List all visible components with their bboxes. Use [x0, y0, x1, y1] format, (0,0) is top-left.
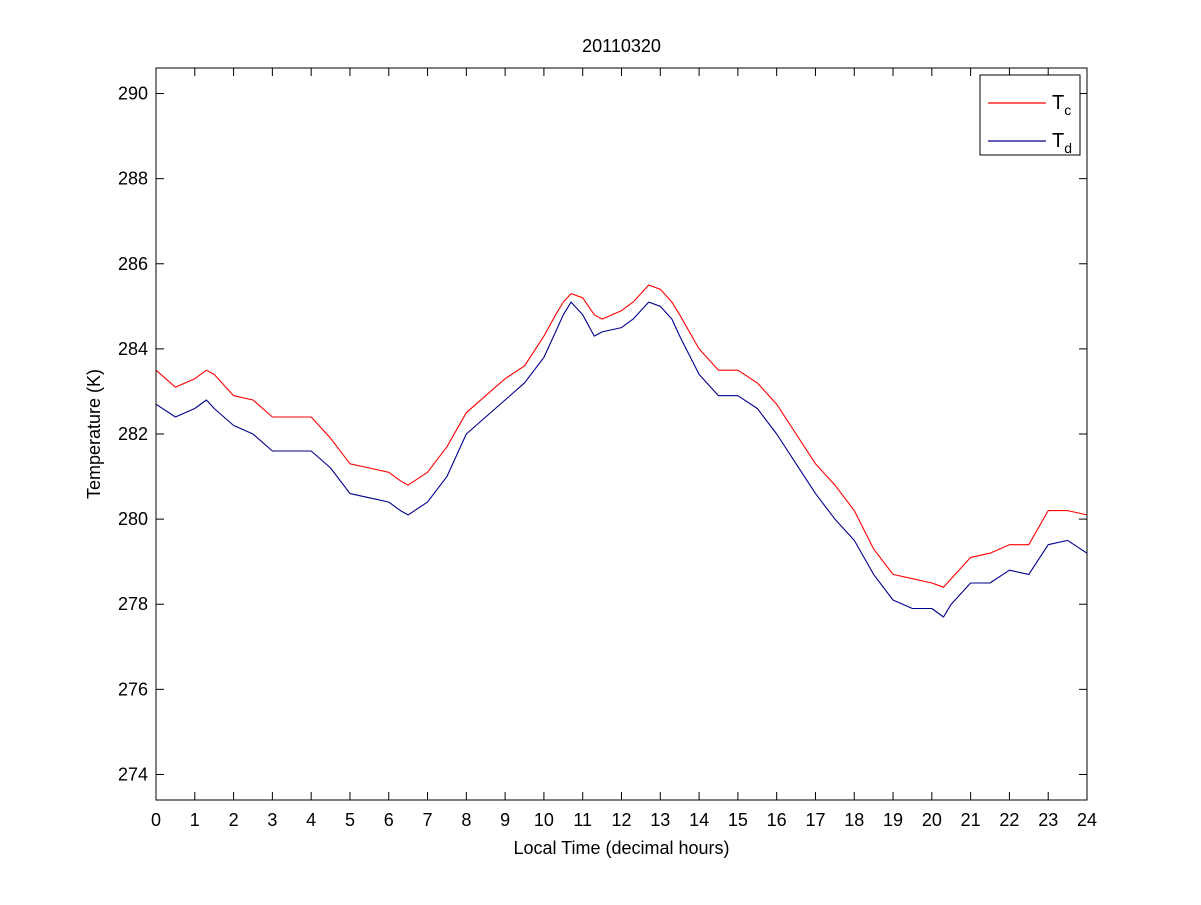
x-tick-label: 20 [922, 810, 942, 830]
x-tick-label: 16 [767, 810, 787, 830]
y-tick-label: 274 [118, 764, 148, 784]
x-tick-label: 9 [500, 810, 510, 830]
x-tick-label: 1 [190, 810, 200, 830]
y-axis-label: Temperature (K) [84, 369, 104, 499]
plot-area [156, 68, 1087, 800]
legend-label-text: T [1052, 130, 1064, 152]
x-tick-label: 10 [534, 810, 554, 830]
x-tick-label: 14 [689, 810, 709, 830]
x-tick-label: 2 [229, 810, 239, 830]
legend-label-subscript: c [1064, 102, 1071, 118]
legend-label-subscript: d [1064, 140, 1072, 156]
x-tick-label: 13 [650, 810, 670, 830]
y-tick-label: 280 [118, 509, 148, 529]
y-tick-label: 282 [118, 424, 148, 444]
legend-label-text: T [1052, 92, 1064, 114]
x-tick-label: 6 [384, 810, 394, 830]
y-tick-label: 276 [118, 679, 148, 699]
x-tick-label: 18 [844, 810, 864, 830]
x-tick-label: 15 [728, 810, 748, 830]
x-tick-label: 0 [151, 810, 161, 830]
x-tick-label: 4 [306, 810, 316, 830]
y-tick-label: 286 [118, 254, 148, 274]
y-tick-label: 290 [118, 84, 148, 104]
chart-title: 20110320 [582, 36, 661, 56]
y-tick-label: 288 [118, 169, 148, 189]
x-tick-label: 23 [1038, 810, 1058, 830]
x-tick-label: 12 [611, 810, 631, 830]
x-tick-label: 22 [999, 810, 1019, 830]
x-tick-label: 19 [883, 810, 903, 830]
x-tick-label: 7 [423, 810, 433, 830]
y-tick-label: 284 [118, 339, 148, 359]
x-tick-label: 21 [961, 810, 981, 830]
x-tick-label: 5 [345, 810, 355, 830]
x-tick-label: 24 [1077, 810, 1097, 830]
y-tick-label: 278 [118, 594, 148, 614]
x-tick-label: 8 [461, 810, 471, 830]
x-axis-label: Local Time (decimal hours) [513, 838, 729, 858]
x-tick-label: 17 [805, 810, 825, 830]
x-tick-label: 3 [267, 810, 277, 830]
x-tick-label: 11 [573, 810, 592, 830]
